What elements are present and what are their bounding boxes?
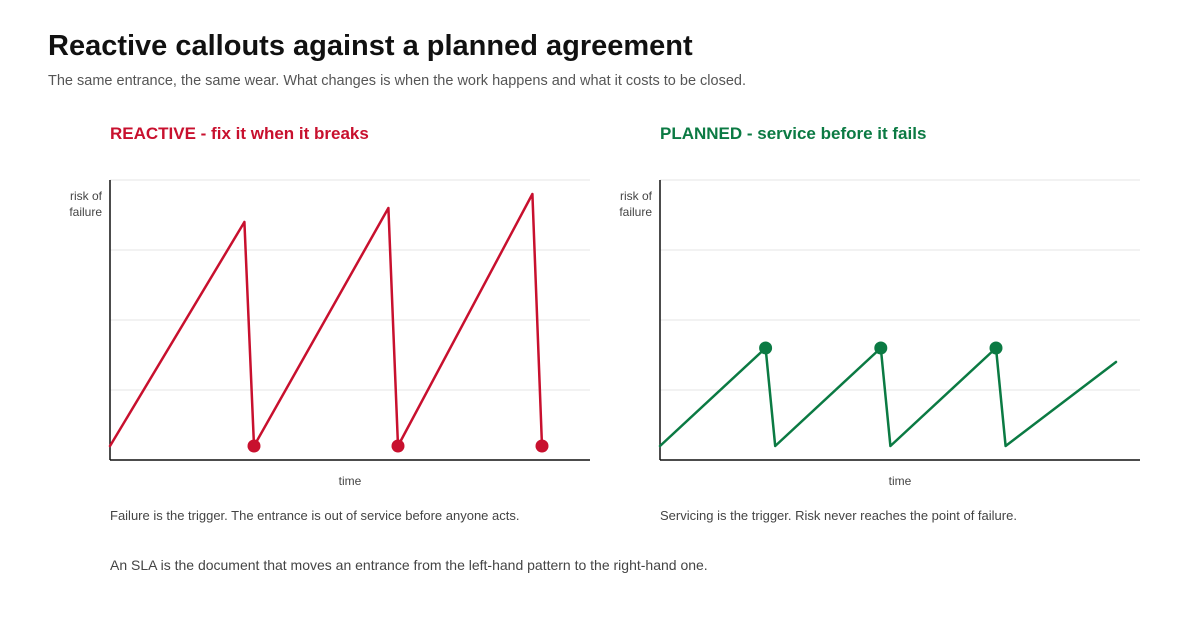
planned-ylabel-line-1: risk of bbox=[620, 189, 653, 203]
planned-ylabel-line-2: failure bbox=[619, 205, 652, 219]
reactive-event-marker bbox=[535, 439, 549, 453]
planned-chart-title: PLANNED - service before it fails bbox=[660, 124, 927, 143]
planned-xlabel: time bbox=[889, 474, 912, 488]
reactive-xlabel: time bbox=[339, 474, 362, 488]
reactive-caption: Failure is the trigger. The entrance is … bbox=[110, 508, 520, 523]
footer-note: An SLA is the document that moves an ent… bbox=[110, 557, 708, 573]
page-subtitle: The same entrance, the same wear. What c… bbox=[48, 73, 746, 89]
reactive-ylabel-line-2: failure bbox=[69, 205, 102, 219]
reactive-event-marker bbox=[391, 439, 405, 453]
planned-series-line bbox=[658, 346, 1118, 448]
reactive-series-line bbox=[108, 192, 544, 448]
reactive-event-marker bbox=[247, 439, 261, 453]
planned-event-marker bbox=[989, 341, 1003, 355]
planned-event-marker bbox=[874, 341, 888, 355]
page-title: Reactive callouts against a planned agre… bbox=[48, 30, 693, 62]
planned-caption: Servicing is the trigger. Risk never rea… bbox=[660, 508, 1017, 523]
planned-event-marker bbox=[759, 341, 773, 355]
reactive-chart-title: REACTIVE - fix it when it breaks bbox=[110, 124, 369, 143]
reactive-chart: risk of failure time bbox=[69, 179, 590, 488]
reactive-ylabel-line-1: risk of bbox=[70, 189, 103, 203]
planned-chart: risk of failure time bbox=[619, 179, 1140, 488]
